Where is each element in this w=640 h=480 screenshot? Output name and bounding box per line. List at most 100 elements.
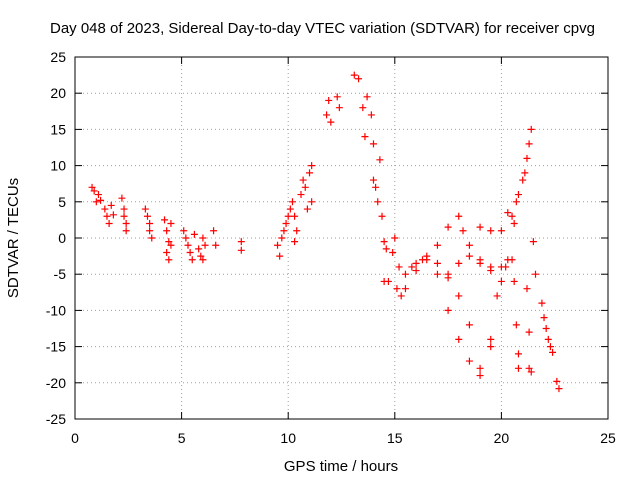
data-point [549,348,557,356]
data-point [444,306,452,314]
data-point [350,71,358,79]
data-point [109,211,117,219]
data-point [335,104,343,112]
data-point [293,227,301,235]
data-point [374,198,382,206]
data-point [540,314,548,322]
data-point [88,183,96,191]
data-point [523,154,531,162]
x-tick-label: 15 [387,430,403,446]
data-point [122,220,130,228]
data-point [538,299,546,307]
data-point [433,241,441,249]
data-point [186,248,194,256]
data-point [525,328,533,336]
data-point [521,169,529,177]
data-point [286,205,294,213]
y-tick-label: -20 [46,375,66,391]
data-point [401,285,409,293]
data-point [476,372,484,380]
data-point [378,212,386,220]
data-point [532,270,540,278]
x-tick-label: 25 [600,430,616,446]
data-point [369,140,377,148]
data-point [512,198,520,206]
data-point [508,256,516,264]
data-point [382,245,390,253]
data-point [514,191,522,199]
data-point [389,248,397,256]
axis-ticks [74,56,609,420]
data-point [184,241,192,249]
data-point [504,209,512,217]
tick-labels: 0 5 10 15 20 25 25 20 15 10 5 0 -5 -10 -15 -20 -25 [46,49,616,446]
data-point [308,198,316,206]
data-point [163,227,171,235]
data-point [476,223,484,231]
data-point [282,220,290,228]
data-point [367,111,375,119]
data-point [92,198,100,206]
data-point [94,191,102,199]
data-point [510,277,518,285]
data-point [278,234,286,242]
data-point [195,245,203,253]
y-tick-label: 0 [58,230,66,246]
data-point [288,198,296,206]
data-point [519,176,527,184]
data-point [542,325,550,332]
data-point [210,227,218,235]
y-tick-label: -10 [46,302,66,318]
data-point [380,238,388,246]
data-point [433,259,441,267]
data-point [497,227,505,235]
data-points [88,71,563,393]
data-point [465,241,473,249]
data-point [120,205,128,213]
data-point [544,335,552,343]
data-point [146,227,154,235]
data-point [369,176,377,184]
data-point [363,93,371,101]
data-point [107,201,115,209]
data-point [384,277,392,285]
data-point [525,140,533,148]
data-point [476,259,484,267]
data-point [325,96,333,104]
y-tick-label: -25 [46,411,66,427]
data-point [327,118,335,126]
data-point [487,263,495,271]
data-point [120,212,128,220]
y-tick-label: -5 [54,266,67,282]
data-point [376,156,384,164]
data-point [455,212,463,220]
data-point [487,335,495,343]
data-point [180,227,188,235]
data-point [165,238,173,246]
data-point [118,194,126,202]
data-point [280,227,288,235]
data-point [97,196,105,204]
data-point [455,335,463,343]
data-point [497,263,505,271]
data-point [90,187,98,195]
data-point [103,212,111,220]
y-tick-label: 5 [58,194,66,210]
data-point [182,234,190,242]
data-point [146,220,154,228]
data-point [359,104,367,112]
x-tick-label: 20 [494,430,510,446]
data-point [165,256,173,264]
data-point [372,183,380,191]
data-point [291,212,299,220]
x-tick-label: 5 [178,430,186,446]
data-point [163,248,171,256]
data-point [197,252,205,260]
data-point [476,364,484,372]
data-point [333,93,341,101]
data-point [361,133,369,141]
data-point [527,368,535,376]
data-point [188,256,196,264]
data-point [301,183,309,191]
